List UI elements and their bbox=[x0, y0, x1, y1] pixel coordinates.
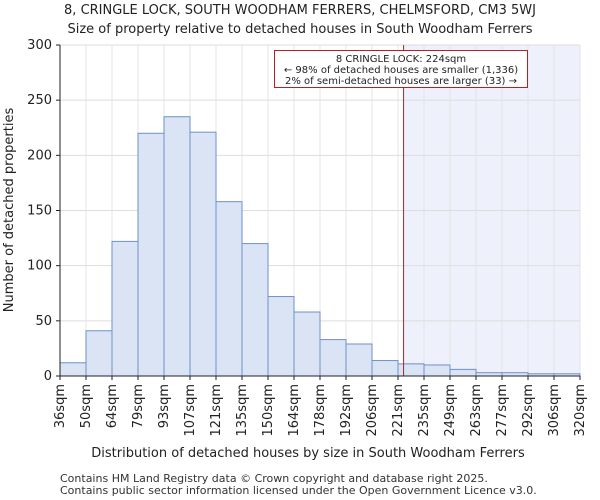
histogram-bar bbox=[371, 360, 399, 377]
x-tick-label: 135sqm bbox=[235, 384, 250, 437]
x-tick-label: 107sqm bbox=[183, 384, 198, 437]
x-tick-label: 306sqm bbox=[547, 384, 562, 437]
histogram-bar bbox=[293, 311, 321, 377]
histogram-bar bbox=[423, 364, 451, 377]
y-tick-label: 200 bbox=[27, 148, 52, 163]
chart-subtitle: Size of property relative to detached ho… bbox=[67, 22, 533, 37]
x-tick-label: 320sqm bbox=[573, 384, 588, 437]
y-tick-label: 100 bbox=[27, 259, 52, 274]
histogram-bar bbox=[85, 330, 113, 377]
y-tick-label: 300 bbox=[27, 38, 52, 53]
histogram-bar bbox=[111, 240, 139, 377]
footer-copyright: Contains HM Land Registry data © Crown c… bbox=[60, 472, 488, 485]
histogram-bar bbox=[267, 296, 295, 377]
histogram-bar bbox=[319, 339, 347, 377]
annotation-line-1: 8 CRINGLE LOCK: 224sqm bbox=[335, 54, 467, 65]
x-tick-label: 150sqm bbox=[261, 384, 276, 437]
histogram-bar bbox=[215, 201, 243, 377]
x-tick-label: 206sqm bbox=[365, 384, 380, 437]
histogram-bar bbox=[449, 368, 477, 377]
x-tick-label: 121sqm bbox=[209, 384, 224, 437]
x-tick-label: 292sqm bbox=[521, 384, 536, 437]
x-tick-label: 235sqm bbox=[417, 384, 432, 437]
histogram-bar bbox=[241, 243, 269, 377]
y-tick-label: 250 bbox=[27, 93, 52, 108]
marker-annotation: 8 CRINGLE LOCK: 224sqm ← 98% of detached… bbox=[274, 50, 528, 88]
histogram-bar bbox=[397, 363, 425, 377]
histogram-bar bbox=[137, 132, 165, 377]
x-tick-label: 50sqm bbox=[79, 384, 94, 428]
x-tick-label: 178sqm bbox=[313, 384, 328, 437]
footer-licence: Contains public sector information licen… bbox=[60, 484, 537, 497]
x-tick-label: 64sqm bbox=[105, 384, 120, 428]
histogram-bar bbox=[189, 131, 217, 377]
annotation-line-3: 2% of semi-detached houses are larger (3… bbox=[284, 76, 518, 87]
y-tick-label: 150 bbox=[27, 204, 52, 219]
y-tick-label: 50 bbox=[35, 314, 52, 329]
histogram-bar bbox=[163, 116, 191, 377]
x-tick-label: 221sqm bbox=[391, 384, 406, 437]
y-tick-label: 0 bbox=[44, 369, 52, 384]
x-tick-label: 263sqm bbox=[469, 384, 484, 437]
y-axis-label: Number of detached properties bbox=[2, 108, 17, 313]
x-tick-label: 93sqm bbox=[157, 384, 172, 428]
x-tick-label: 36sqm bbox=[53, 384, 68, 428]
histogram-bar bbox=[59, 362, 87, 377]
x-tick-label: 164sqm bbox=[287, 384, 302, 437]
x-tick-label: 249sqm bbox=[443, 384, 458, 437]
x-tick-label: 277sqm bbox=[495, 384, 510, 437]
histogram-bar bbox=[345, 343, 373, 377]
annotation-line-2: ← 98% of detached houses are smaller (1,… bbox=[283, 65, 519, 76]
chart-title: 8, CRINGLE LOCK, SOUTH WOODHAM FERRERS, … bbox=[64, 3, 536, 18]
x-tick-label: 79sqm bbox=[131, 384, 146, 428]
x-axis-label: Distribution of detached houses by size … bbox=[91, 446, 525, 461]
x-tick-label: 192sqm bbox=[339, 384, 354, 437]
